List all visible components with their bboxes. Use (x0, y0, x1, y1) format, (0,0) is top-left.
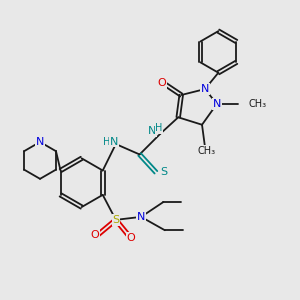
Text: N: N (137, 212, 145, 222)
Text: N: N (148, 126, 156, 136)
Text: O: O (91, 230, 99, 240)
Text: S: S (160, 167, 167, 177)
Text: S: S (112, 215, 119, 225)
Text: CH₃: CH₃ (248, 99, 266, 109)
Text: N: N (201, 84, 209, 94)
Text: N: N (110, 137, 118, 147)
Text: N: N (213, 99, 221, 109)
Text: H: H (103, 137, 111, 147)
Text: H: H (155, 123, 163, 133)
Text: CH₃: CH₃ (197, 146, 215, 156)
Text: O: O (158, 78, 166, 88)
Text: N: N (36, 137, 44, 147)
Text: O: O (126, 233, 135, 243)
